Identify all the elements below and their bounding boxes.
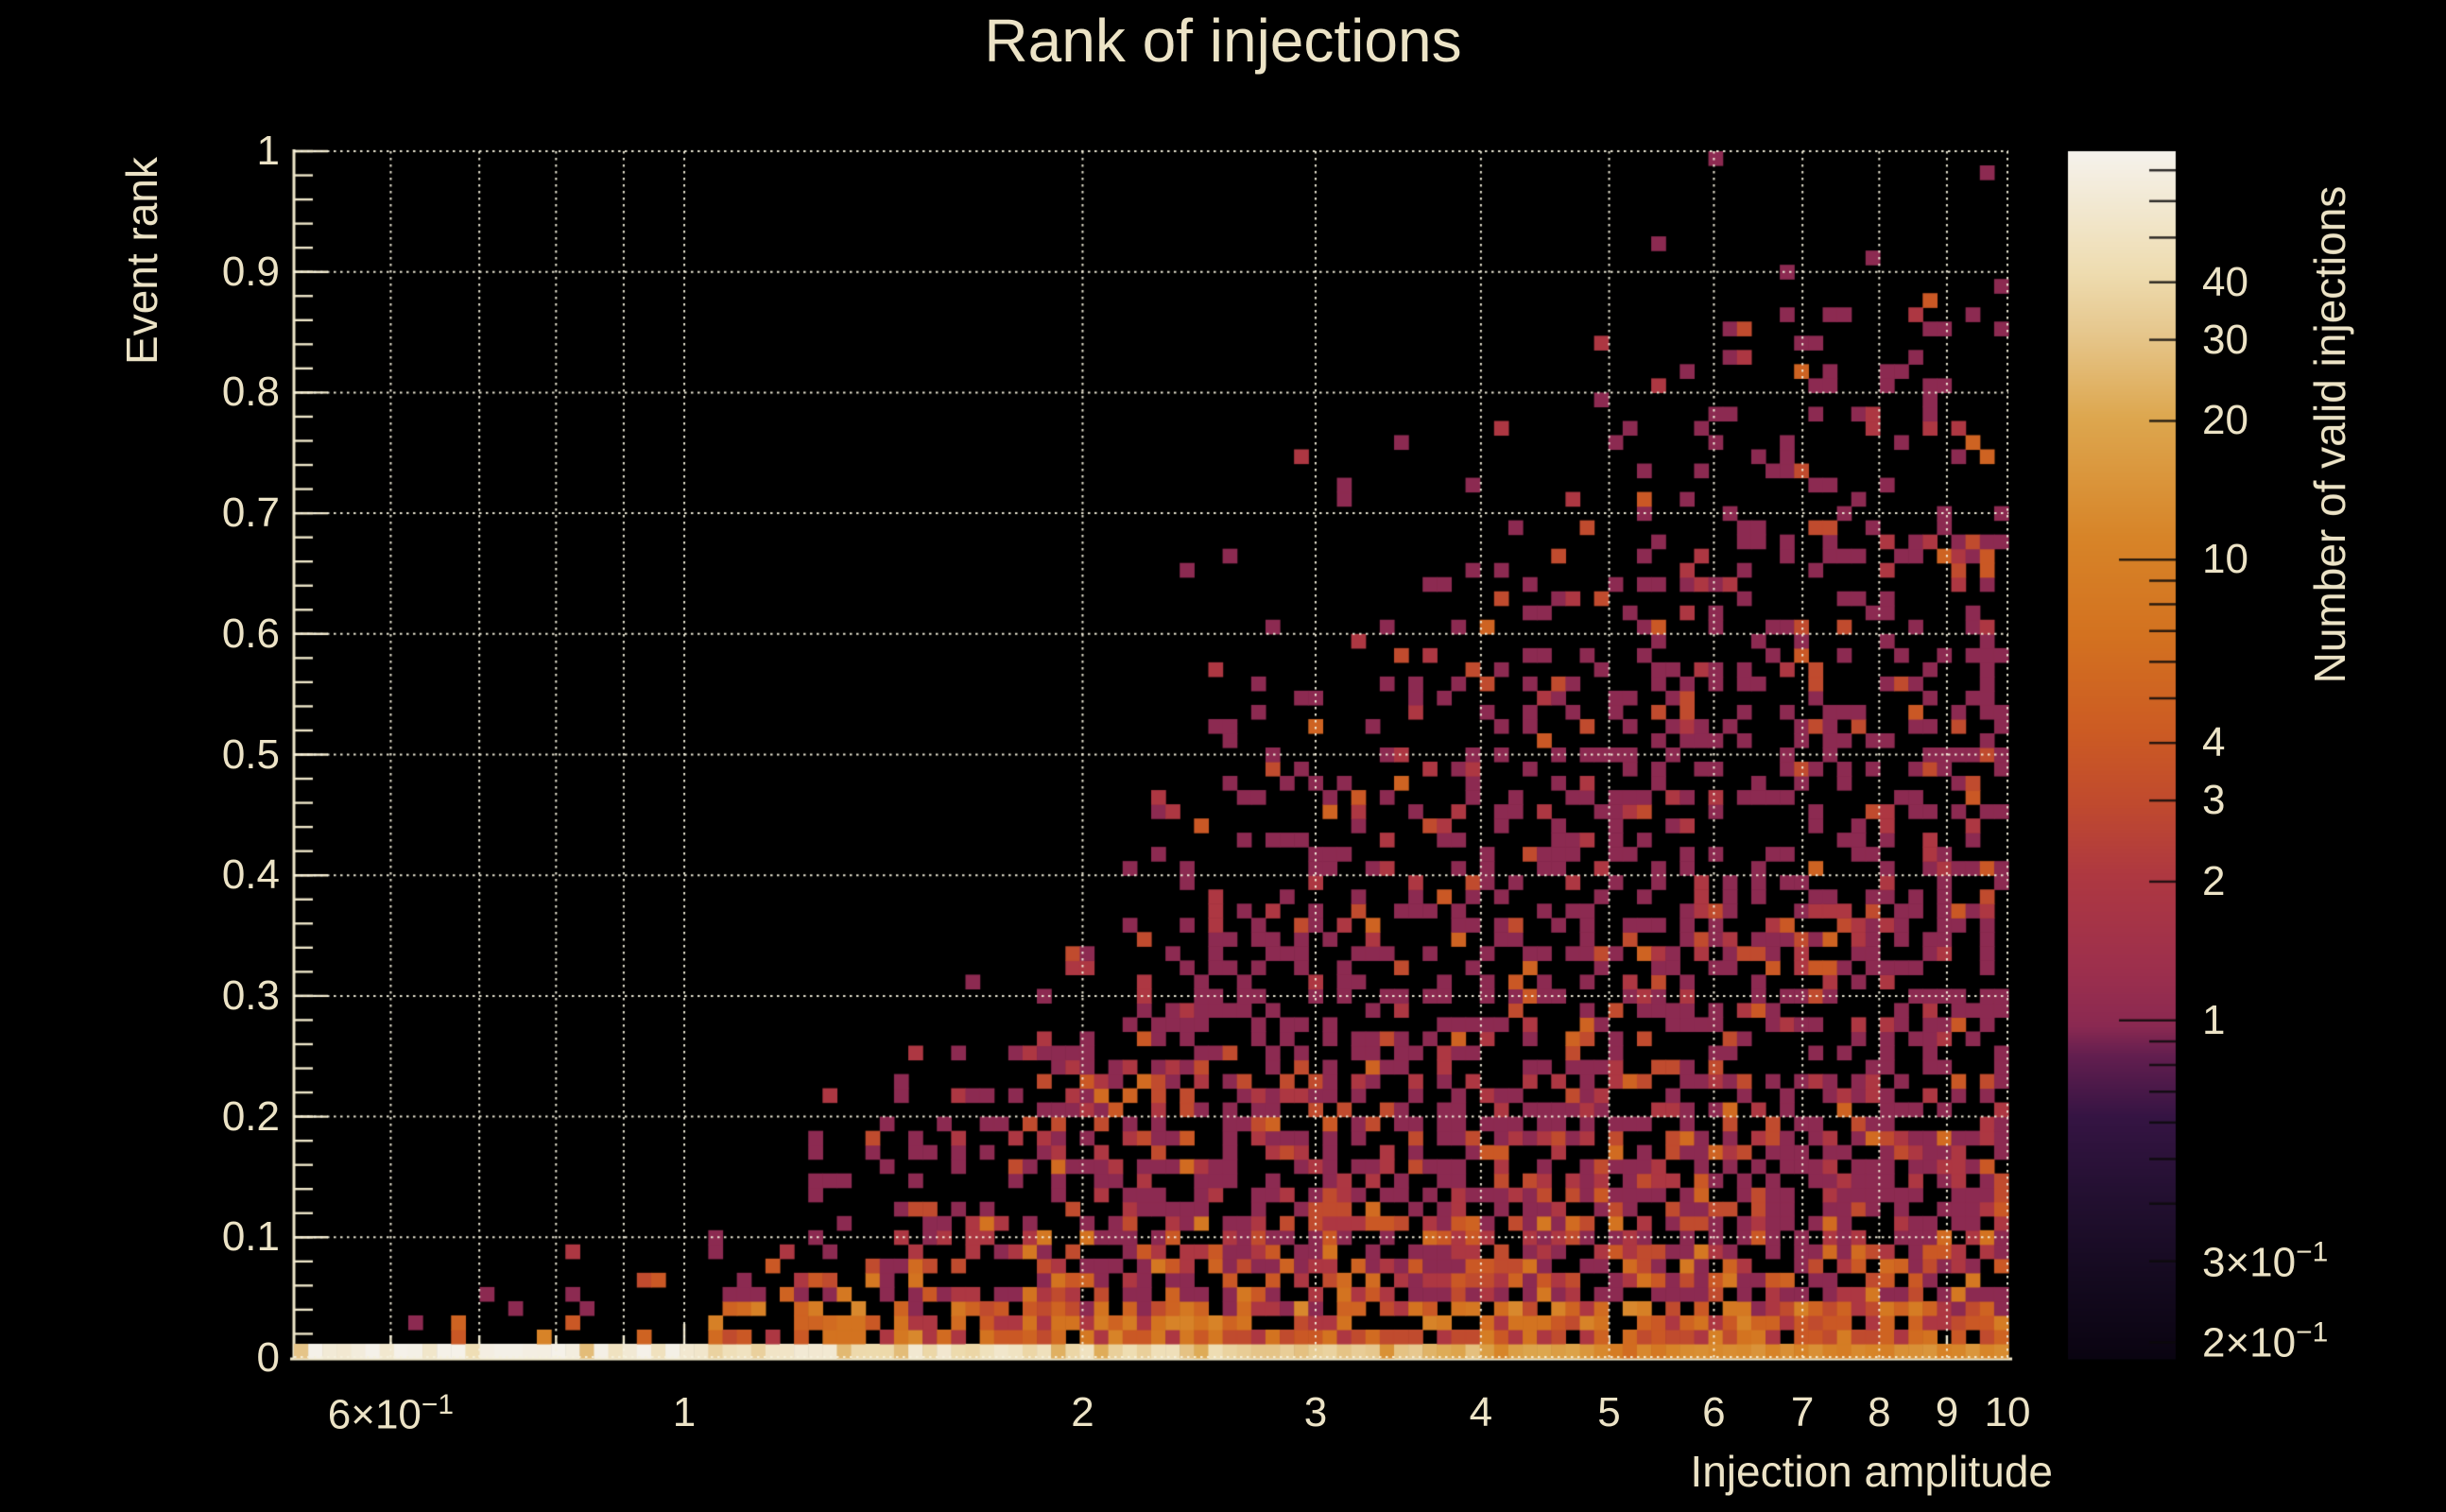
x-tick-label: 10: [1984, 1389, 2031, 1435]
colorbar-title: Number of valid injections: [2305, 185, 2354, 684]
y-tick-label: 0.5: [221, 730, 280, 778]
x-tick-label: 8: [1868, 1389, 1891, 1435]
x-tick-label: 7: [1790, 1389, 1815, 1435]
colorbar-tick-label: 2×10−1: [2202, 1317, 2329, 1366]
x-tick-label: 6: [1702, 1389, 1726, 1435]
x-axis-title: Injection amplitude: [1690, 1447, 2053, 1496]
x-tick-label: 5: [1597, 1389, 1621, 1435]
y-axis-title: Event rank: [117, 157, 166, 365]
y-tick-label: 0.9: [221, 248, 280, 295]
y-tick-label: 0.2: [221, 1092, 280, 1140]
colorbar-tick-label: 1: [2202, 996, 2226, 1043]
colorbar-tick-label: 3×10−1: [2202, 1236, 2329, 1285]
colorbar-tick-label: 2: [2202, 857, 2226, 904]
y-tick-label: 0.3: [221, 971, 280, 1019]
x-tick-label: 4: [1469, 1389, 1493, 1435]
colorbar-tick-label: 3: [2202, 777, 2226, 824]
colorbar-tick-label: 4: [2202, 719, 2226, 766]
colorbar-tick-label: 40: [2202, 258, 2248, 305]
y-tick-label: 0: [256, 1334, 280, 1381]
colorbar-tick-label: 20: [2202, 397, 2248, 444]
y-tick-label: 0.7: [221, 490, 280, 537]
y-tick-label: 0.6: [221, 610, 280, 657]
chart-title: Rank of injections: [984, 7, 1462, 75]
x-tick-label: 3: [1303, 1389, 1328, 1435]
y-tick-label: 0.1: [221, 1213, 280, 1261]
colorbar-tick-label: 10: [2202, 536, 2248, 583]
colorbar-tick-label: 30: [2202, 316, 2248, 363]
x-tick-label: 9: [1935, 1389, 1959, 1435]
y-tick-label: 1: [256, 128, 280, 174]
y-tick-label: 0.8: [221, 369, 280, 416]
x-tick-label: 6×10−1: [327, 1389, 455, 1438]
x-tick-label: 1: [672, 1389, 697, 1435]
x-tick-label: 2: [1071, 1389, 1094, 1435]
y-tick-label: 0.4: [221, 851, 280, 899]
